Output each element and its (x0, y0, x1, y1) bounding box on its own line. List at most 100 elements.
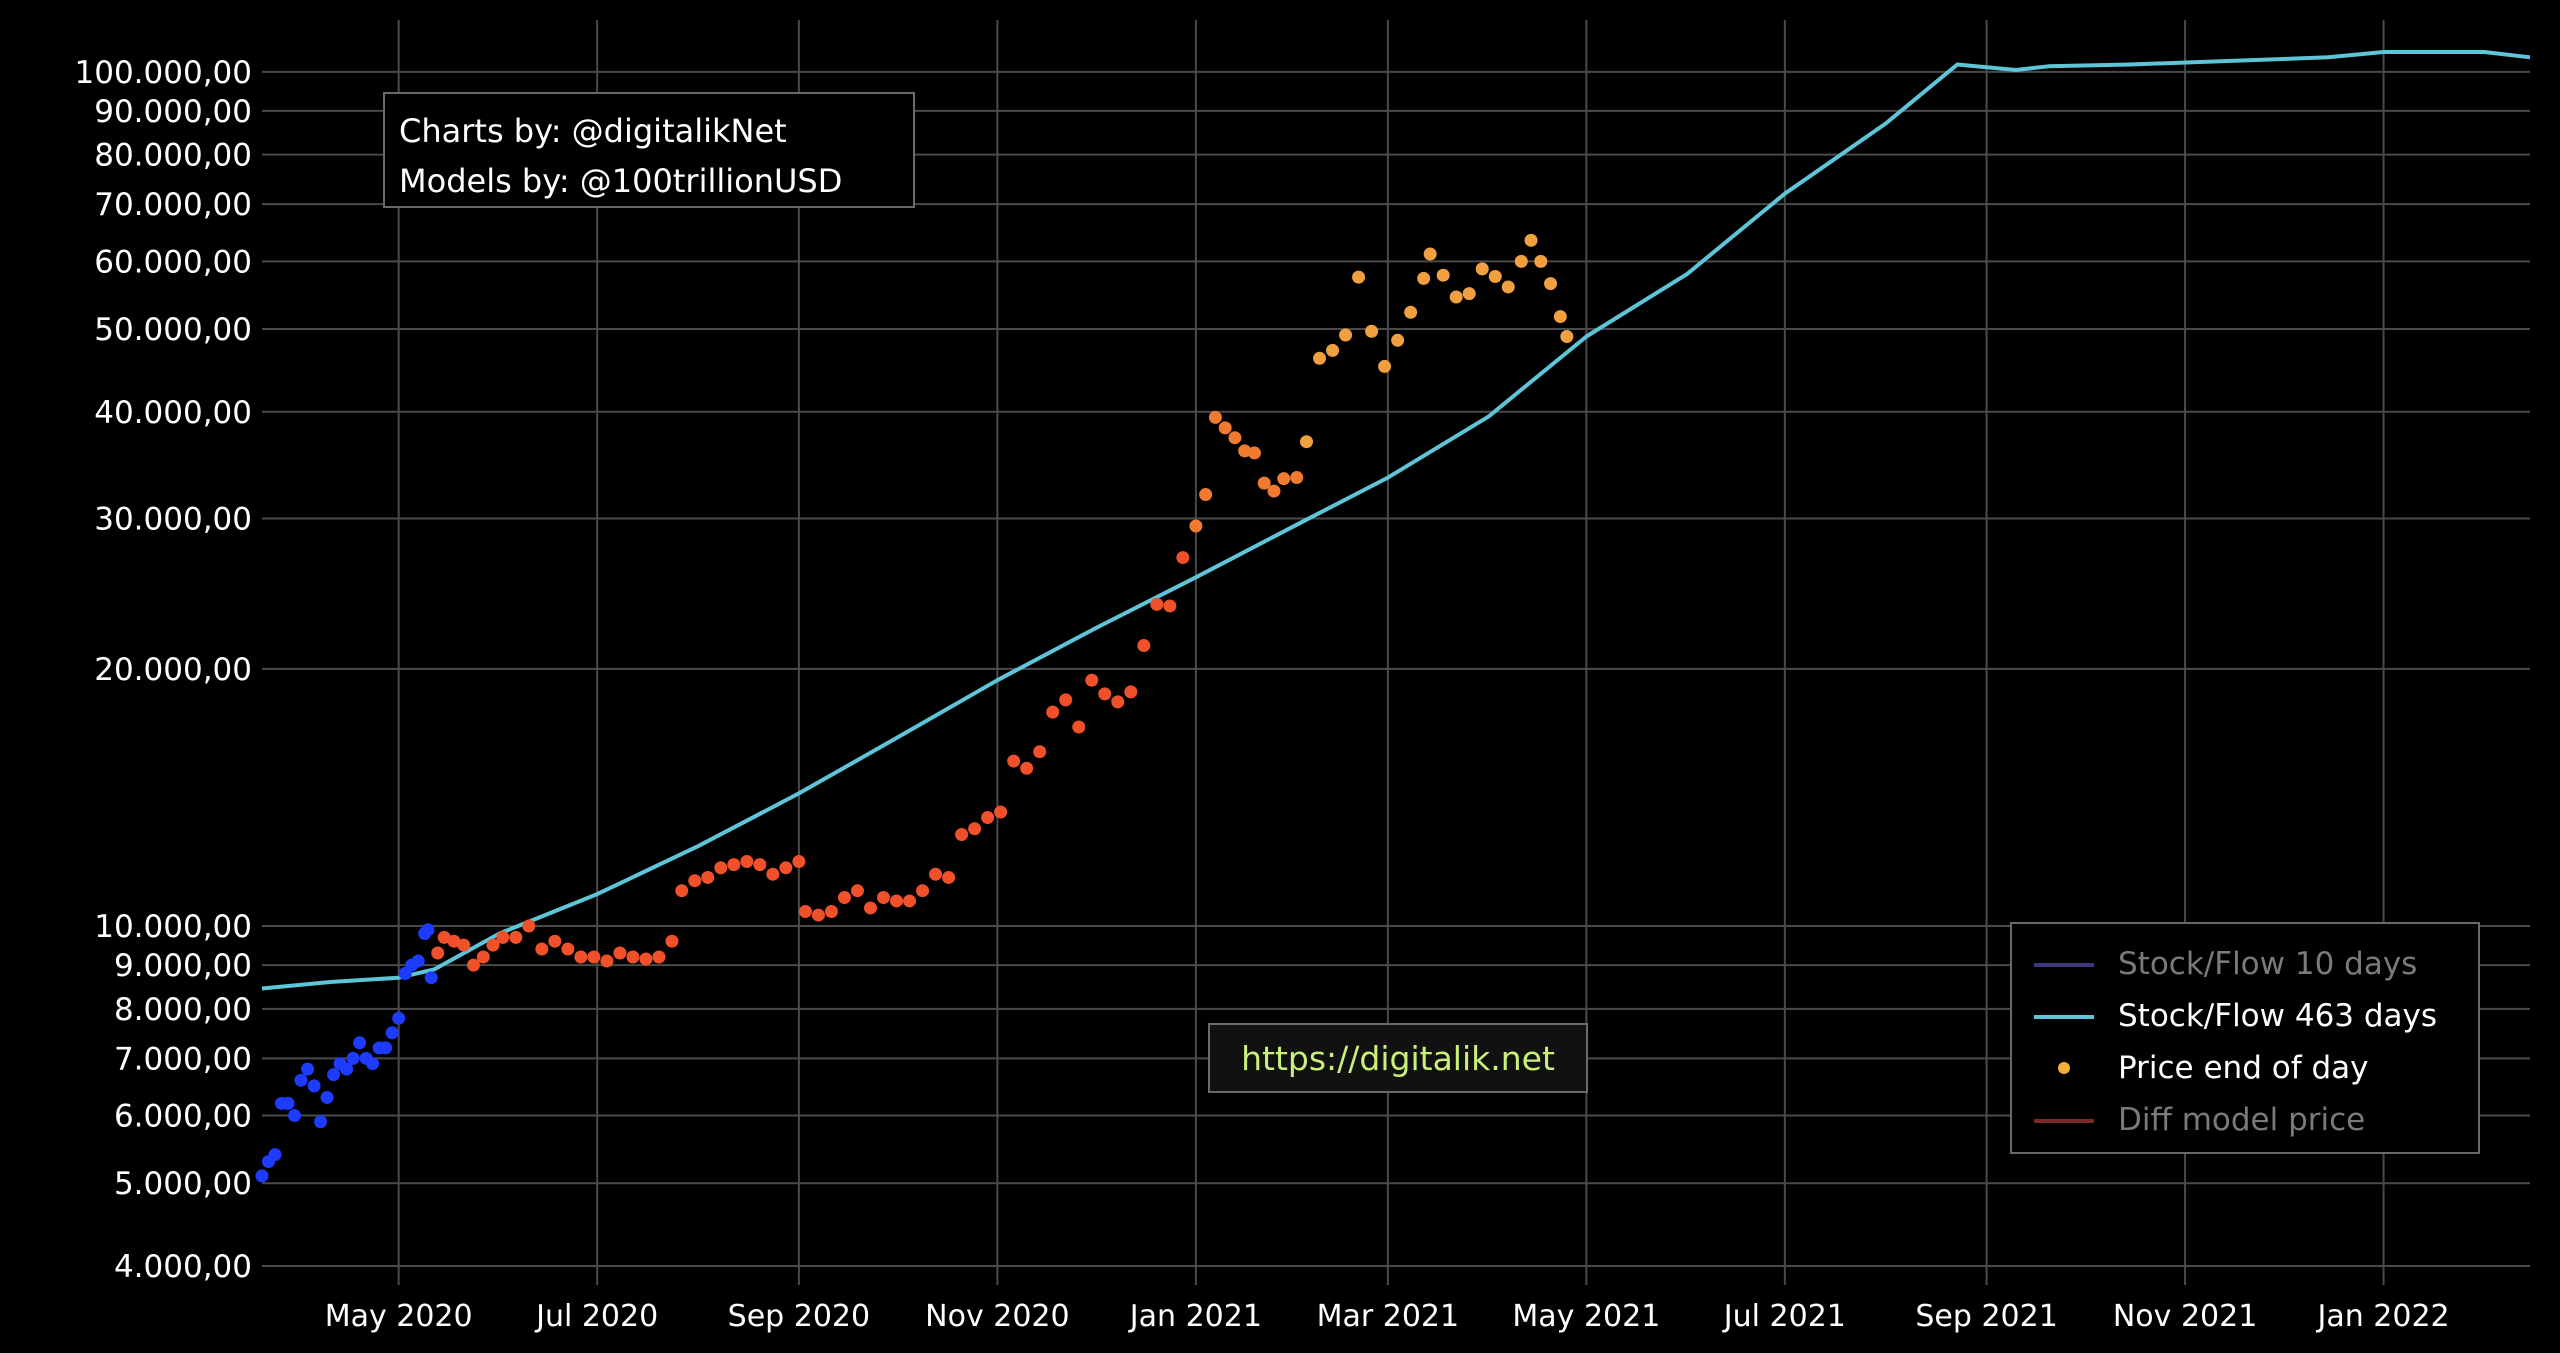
price-point (1124, 685, 1138, 699)
price-point (675, 884, 689, 898)
credits-charts-by: Charts by: @digitalikNet (399, 112, 787, 150)
price-point (1111, 695, 1125, 709)
price-point (1072, 720, 1086, 734)
legend-dot-icon (2026, 1048, 2102, 1088)
legend-item[interactable]: Price end of day (2026, 1042, 2478, 1094)
y-tick-label: 100.000,00 (75, 55, 253, 91)
x-tick-label: Nov 2021 (2113, 1299, 2257, 1334)
price-point (792, 855, 806, 869)
price-point (587, 950, 601, 964)
legend-item[interactable]: Stock/Flow 10 days (2026, 938, 2478, 990)
price-point (340, 1062, 354, 1076)
price-point (1365, 324, 1379, 338)
y-tick-label: 50.000,00 (94, 312, 252, 348)
price-point (665, 934, 679, 948)
y-tick-label: 80.000,00 (94, 138, 252, 174)
price-point (1033, 745, 1047, 759)
price-point (1378, 359, 1392, 373)
price-point (379, 1041, 393, 1055)
price-point (837, 890, 851, 904)
price-point (1534, 254, 1548, 268)
price-point (535, 942, 549, 956)
x-tick-label: Nov 2020 (925, 1299, 1069, 1334)
price-point (688, 874, 702, 888)
price-point (955, 827, 969, 841)
price-point (863, 901, 877, 915)
price-point (353, 1036, 367, 1050)
price-point (1560, 329, 1574, 343)
x-tick-label: Jul 2020 (534, 1299, 658, 1334)
price-point (1007, 754, 1021, 768)
price-point (431, 946, 445, 960)
price-point (753, 858, 767, 872)
price-point (1553, 310, 1567, 324)
y-tick-label: 90.000,00 (94, 94, 252, 130)
price-point (1417, 271, 1431, 285)
price-point (486, 938, 500, 952)
price-point (1313, 351, 1327, 365)
price-point (824, 905, 838, 919)
price-series (255, 233, 1574, 1183)
x-tick-label: May 2021 (1512, 1299, 1660, 1334)
price-point (850, 884, 864, 898)
price-point (600, 954, 614, 968)
price-point (1544, 277, 1558, 291)
price-point (1423, 247, 1437, 261)
y-tick-label: 40.000,00 (94, 395, 252, 431)
x-tick-label: Sep 2020 (728, 1299, 870, 1334)
y-tick-label: 30.000,00 (94, 501, 252, 537)
price-point (268, 1148, 282, 1162)
price-point (1137, 639, 1151, 653)
price-point (320, 1090, 334, 1104)
price-point (476, 950, 490, 964)
price-point (1176, 551, 1190, 565)
price-point (561, 942, 575, 956)
credits-box: Charts by: @digitalikNet Models by: @100… (383, 92, 915, 208)
price-point (890, 894, 904, 908)
y-tick-label: 20.000,00 (94, 652, 252, 688)
x-tick-label: Jul 2021 (1722, 1299, 1846, 1334)
price-point (1163, 599, 1177, 613)
y-tick-label: 9.000,00 (114, 948, 252, 984)
y-tick-label: 6.000,00 (114, 1099, 252, 1135)
price-point (421, 923, 435, 937)
price-point (1352, 270, 1366, 284)
price-point (1238, 444, 1252, 458)
model-line-stock-flow-463 (261, 50, 2531, 991)
watermark-url[interactable]: https://digitalik.net (1208, 1023, 1588, 1093)
legend-label: Stock/Flow 463 days (2118, 998, 2438, 1034)
price-point (1277, 472, 1291, 486)
x-tick-label: Jan 2021 (1128, 1299, 1262, 1334)
price-point (301, 1062, 315, 1076)
watermark-url-text[interactable]: https://digitalik.net (1241, 1038, 1555, 1078)
price-point (457, 938, 471, 952)
price-point (548, 934, 562, 948)
price-point (1475, 262, 1489, 276)
price-point (467, 958, 481, 972)
legend-label: Diff model price (2118, 1102, 2366, 1138)
price-point (740, 855, 754, 869)
y-tick-label: 5.000,00 (114, 1166, 252, 1202)
price-point (294, 1073, 308, 1087)
price-point (411, 954, 425, 968)
price-point (327, 1068, 341, 1082)
price-point (1059, 693, 1073, 707)
x-tick-label: Jan 2022 (2316, 1299, 2450, 1334)
price-point (1326, 343, 1340, 357)
price-point (779, 861, 793, 875)
legend-line-icon (2026, 1100, 2102, 1140)
price-point (811, 908, 825, 922)
legend-item[interactable]: Diff model price (2026, 1094, 2478, 1146)
model-series (261, 50, 2531, 991)
price-point (877, 890, 891, 904)
price-point (701, 870, 715, 884)
price-point (1404, 305, 1418, 319)
price-point (1257, 476, 1271, 490)
legend-item[interactable]: Stock/Flow 463 days (2026, 990, 2478, 1042)
price-point (1267, 484, 1281, 498)
price-point (968, 822, 982, 836)
price-point (1488, 269, 1502, 283)
price-point (1085, 673, 1099, 687)
price-point (437, 930, 451, 944)
